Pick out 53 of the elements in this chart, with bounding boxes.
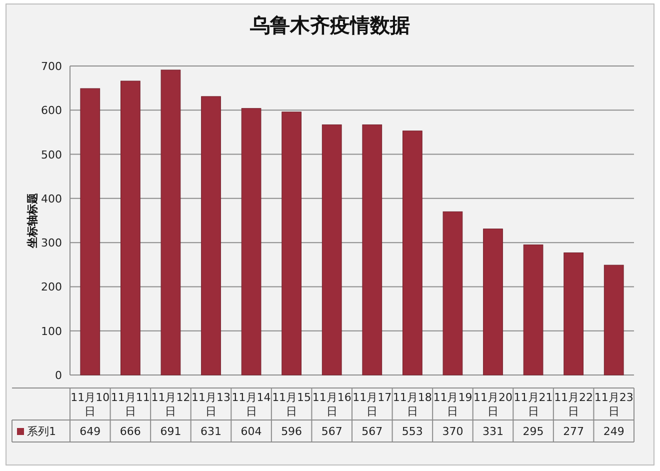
- x-tick-label: 11月10日: [70, 391, 110, 418]
- bar: [80, 88, 100, 376]
- bar: [120, 80, 140, 376]
- data-label: 691: [160, 425, 182, 438]
- bar: [402, 130, 422, 376]
- legend-label: 系列1: [27, 425, 56, 438]
- x-tick-label: 11月14日: [232, 391, 271, 418]
- y-tick-label: 0: [55, 369, 62, 382]
- bar: [362, 124, 382, 376]
- data-label: 631: [200, 425, 222, 438]
- data-label: 604: [240, 425, 262, 438]
- x-tick-label: 11月23日: [594, 391, 634, 418]
- y-tick-label: 100: [41, 324, 62, 338]
- x-tick-label: 11月22日: [554, 391, 594, 418]
- y-tick-label: 600: [41, 104, 62, 118]
- data-label: 249: [603, 425, 624, 438]
- data-label: 277: [563, 425, 584, 438]
- bar: [201, 96, 221, 376]
- y-tick-label: 300: [41, 236, 62, 250]
- data-label: 596: [281, 425, 302, 438]
- bar: [282, 112, 302, 376]
- data-label: 649: [80, 425, 101, 438]
- y-tick-label: 400: [41, 192, 62, 206]
- x-tick-label: 11月20日: [474, 391, 512, 418]
- bar: [322, 124, 342, 376]
- data-label: 567: [321, 425, 342, 438]
- data-label: 553: [402, 425, 423, 438]
- data-label: 567: [362, 425, 383, 438]
- x-tick-label: 11月19日: [433, 391, 472, 418]
- bar: [160, 70, 181, 376]
- y-tick-label: 500: [41, 148, 62, 162]
- data-label: 666: [120, 425, 141, 438]
- x-tick-label: 11月18日: [392, 391, 432, 418]
- bar: [483, 228, 503, 376]
- x-tick-label: 11月16日: [312, 391, 352, 418]
- bar: [442, 211, 463, 376]
- bar: [604, 264, 624, 376]
- bar: [564, 252, 584, 376]
- x-tick-label: 11月15日: [272, 391, 312, 418]
- y-tick-label: 200: [41, 280, 62, 294]
- data-label: 331: [482, 425, 504, 438]
- data-label: 370: [442, 425, 464, 438]
- y-axis-title: 坐标轴标题: [26, 193, 39, 249]
- bar: [523, 244, 544, 376]
- x-tick-label: 11月13日: [192, 391, 230, 418]
- chart-title: 乌鲁木齐疫情数据: [249, 13, 410, 37]
- x-tick-label: 11月21日: [514, 391, 553, 418]
- x-tick-label: 11月11日: [110, 391, 150, 418]
- x-tick-label: 11月17日: [352, 391, 392, 418]
- bar: [241, 108, 262, 376]
- data-label: 295: [522, 425, 544, 438]
- x-tick-label: 11月12日: [151, 391, 190, 418]
- y-tick-label: 700: [41, 60, 62, 73]
